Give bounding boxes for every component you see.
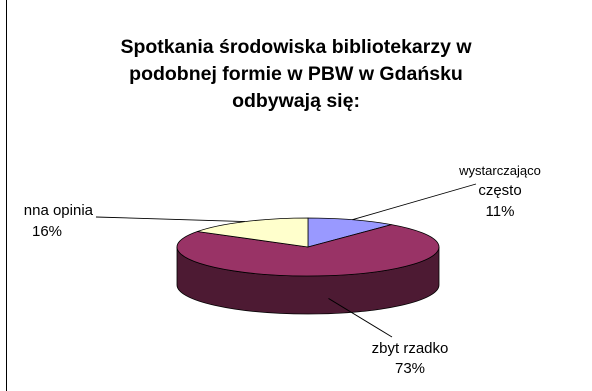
data-label-slice-1-percent: 73% xyxy=(395,360,425,377)
chart-title-line-3: odbywają się: xyxy=(232,90,360,112)
pie-slice-1 xyxy=(176,224,440,277)
data-label-slice-0-percent: 11% xyxy=(486,203,515,220)
data-label-slice-1-line-1: zbyt rzadko xyxy=(372,340,449,357)
chart-title-line-1: Spotkania środowiska bibliotekarzy w xyxy=(120,36,472,58)
leader-line-slice-1 xyxy=(328,298,393,338)
chart-title-line-2: podobnej formie w PBW w Gdańsku xyxy=(129,63,463,85)
data-label-slice-0-line-2: często xyxy=(478,182,521,199)
leader-line-slice-0 xyxy=(352,183,477,221)
data-label-slice-2-line-1: nna opinia xyxy=(24,202,94,219)
pie-group xyxy=(176,217,440,315)
leader-lines xyxy=(95,183,477,338)
data-label-slice-2-percent: 16% xyxy=(32,223,62,240)
data-label-slice-0-line-1: wystarczająco xyxy=(458,163,541,178)
leader-line-slice-2 xyxy=(95,216,245,223)
